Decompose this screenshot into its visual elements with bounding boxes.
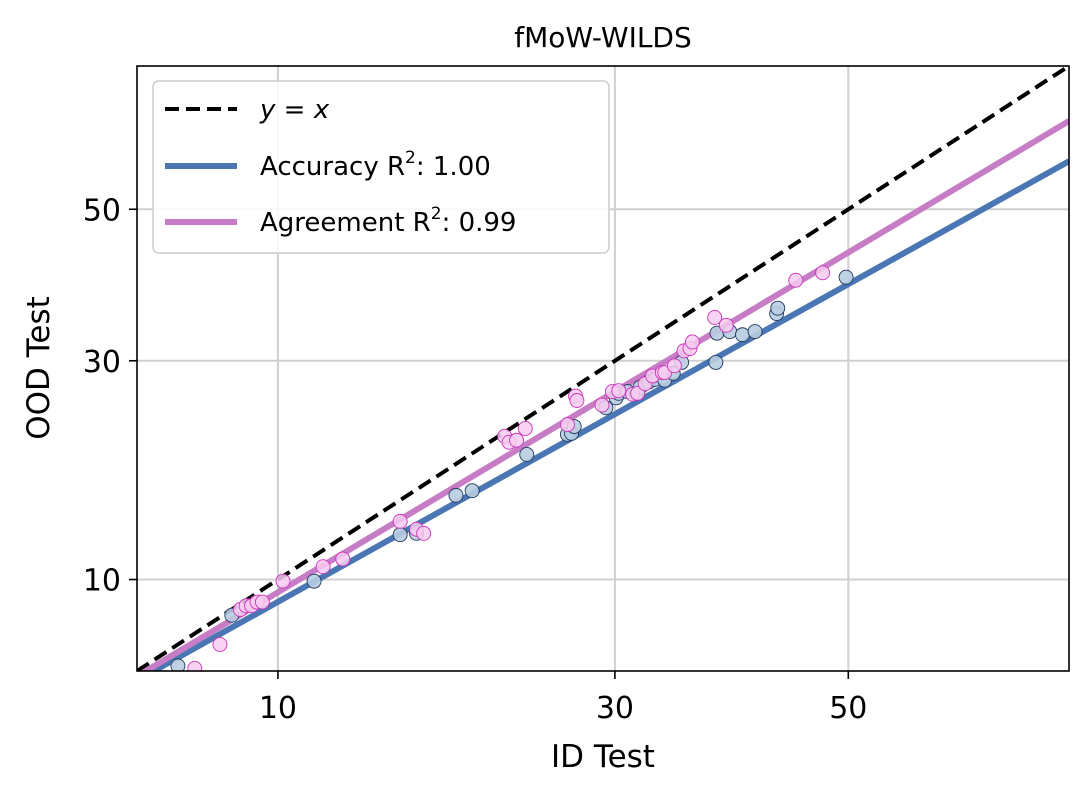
y-tick-label: 10 bbox=[83, 564, 121, 599]
legend-label-identity: y = x bbox=[259, 95, 330, 125]
accuracy-point bbox=[306, 573, 322, 589]
x-tick-label: 10 bbox=[259, 691, 297, 726]
accuracy-fit-line bbox=[147, 158, 1069, 671]
identity-line bbox=[137, 66, 1069, 671]
y-tick-label: 30 bbox=[83, 345, 121, 380]
legend-label-accuracy: Accuracy R2: 1.00 bbox=[260, 148, 491, 182]
x-axis-label: ID Test bbox=[551, 739, 655, 775]
accuracy-point bbox=[170, 658, 186, 671]
agreement-point bbox=[392, 513, 408, 529]
agreement-point bbox=[815, 265, 831, 281]
agreement-point bbox=[594, 397, 610, 413]
agreement-point bbox=[788, 272, 804, 288]
x-tick-label: 50 bbox=[829, 691, 867, 726]
agreement-point bbox=[254, 594, 270, 610]
y-axis-ticks: 10 30 50 bbox=[83, 193, 137, 599]
accuracy-point bbox=[519, 447, 535, 462]
chart-title: fMoW-WILDS bbox=[514, 21, 692, 54]
accuracy-point bbox=[735, 327, 750, 343]
agreement-point bbox=[569, 393, 585, 408]
accuracy-point bbox=[747, 324, 763, 340]
agreement-point bbox=[718, 317, 734, 333]
legend-label-agreement: Agreement R2: 0.99 bbox=[260, 204, 516, 238]
accuracy-point bbox=[838, 269, 854, 285]
accuracy-point bbox=[464, 483, 480, 499]
accuracy-point bbox=[708, 354, 724, 370]
agreement-point bbox=[187, 660, 203, 671]
agreement-point bbox=[611, 383, 627, 399]
agreement-point bbox=[275, 573, 291, 589]
agreement-point bbox=[666, 358, 682, 374]
legend-box bbox=[152, 80, 610, 254]
y-tick-label: 50 bbox=[83, 193, 121, 228]
agreement-point bbox=[684, 334, 700, 350]
x-axis-ticks: 10 30 50 bbox=[259, 671, 867, 726]
agreement-point bbox=[559, 417, 575, 433]
y-axis-label: OOD Test bbox=[21, 296, 57, 440]
legend: y = x Accuracy R2: 1.00 Agreement R2: 0.… bbox=[152, 80, 610, 254]
accuracy-point bbox=[392, 527, 408, 543]
accuracy-point bbox=[448, 487, 464, 503]
agreement-point bbox=[416, 525, 432, 541]
agreement-point bbox=[517, 421, 533, 436]
agreement-point bbox=[509, 432, 524, 448]
agreement-point bbox=[335, 551, 351, 567]
accuracy-point bbox=[770, 300, 786, 316]
agreement-point bbox=[707, 310, 723, 325]
plot-frame bbox=[136, 65, 1070, 672]
x-tick-label: 30 bbox=[596, 691, 634, 726]
agreement-point bbox=[315, 559, 331, 575]
agreement-points bbox=[187, 265, 831, 671]
agreement-point bbox=[212, 636, 228, 652]
